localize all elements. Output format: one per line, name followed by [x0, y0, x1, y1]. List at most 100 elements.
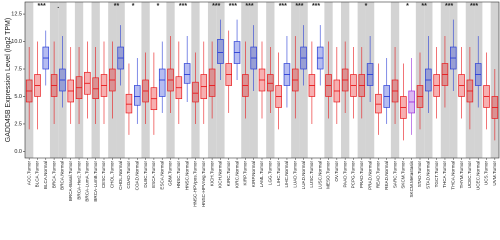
x-tick-label: HNSC-HPVneg.Tumor: [201, 161, 206, 208]
significance: **: [421, 3, 427, 10]
y-tick-label: 12.5: [11, 12, 22, 18]
box: [375, 63, 382, 135]
group-band: [266, 2, 275, 158]
x-tick-label: OV.Tumor: [334, 161, 339, 182]
box: [483, 52, 490, 130]
box: [425, 36, 432, 113]
box: [308, 41, 316, 124]
box: [341, 41, 349, 113]
x-tick-label: DLBC.Tumor: [143, 161, 148, 188]
x-tick-label: THCA.Normal: [450, 161, 455, 190]
group-band: [91, 2, 100, 158]
significance: .: [57, 3, 59, 10]
x-tick-label: LGG.Tumor: [268, 161, 273, 186]
box: [250, 25, 257, 91]
x-tick-label: BRCA-Her2.Tumor: [76, 161, 81, 200]
box: [225, 30, 232, 113]
x-tick-label: KICH.Normal: [218, 161, 223, 188]
x-tick-label: PAAD.Tumor: [342, 161, 347, 188]
x-tick-label: CHOL.Normal: [118, 161, 123, 190]
group-band: [474, 2, 483, 158]
box-body: [134, 85, 141, 106]
box: [50, 41, 58, 124]
box-body: [208, 68, 216, 97]
box: [333, 47, 341, 124]
x-tick-label: BLCA.Tumor: [35, 161, 40, 188]
x-tick-label: PRAD.Normal: [367, 161, 372, 190]
significance: *: [365, 3, 368, 10]
box: [150, 52, 158, 135]
significance: ***: [245, 3, 253, 10]
box: [316, 25, 324, 86]
x-tick-label: LUSC.Normal: [317, 161, 322, 189]
box: [466, 47, 474, 130]
box: [25, 47, 33, 130]
x-tick-label: KIRC.Normal: [234, 161, 239, 188]
box: [75, 47, 83, 124]
box: [242, 41, 249, 119]
significance: ***: [212, 3, 220, 10]
box: [125, 63, 133, 135]
box-body: [183, 63, 191, 84]
x-tick-label: BRCA.Tumor: [51, 161, 56, 189]
box: [100, 41, 108, 124]
box: [267, 47, 274, 113]
group-band: [207, 2, 217, 158]
x-tick-label: UCEC.Normal: [475, 161, 480, 190]
box-body: [92, 77, 99, 100]
box: [358, 47, 366, 119]
box: [391, 47, 399, 124]
box: [441, 36, 449, 108]
box: [192, 52, 199, 124]
x-tick-label: LIHC.Tumor: [276, 161, 281, 186]
chart: GADD45B Expression Level (log2 TPM) 0.0 2…: [5, 1, 500, 208]
x-tick-label: UVM.Tumor: [492, 161, 497, 186]
x-tick-label: KICH.Tumor: [209, 161, 214, 187]
box: [458, 47, 465, 119]
box: [42, 30, 50, 86]
box: [117, 25, 124, 86]
group-band: [49, 2, 59, 158]
y-tick-label: 7.5: [14, 66, 22, 72]
significance: *: [157, 3, 160, 10]
box: [142, 52, 149, 124]
box: [84, 41, 91, 119]
x-tick-label: STAD.Normal: [426, 161, 431, 189]
box: [109, 41, 116, 119]
box-body: [158, 68, 166, 97]
box: [59, 36, 66, 108]
x-tick-label: SARC.Tumor: [392, 161, 397, 189]
box: [200, 41, 208, 124]
significance: ***: [38, 3, 46, 10]
x-tick-label: READ.Tumor: [376, 161, 381, 189]
box: [233, 19, 241, 80]
box: [275, 52, 282, 130]
x-tick-label: BLCA.Normal: [43, 161, 48, 189]
x-tick-label: HNSC-HPVpos.Tumor: [193, 161, 198, 207]
box: [175, 41, 183, 124]
significance: ***: [295, 3, 303, 10]
significance: ***: [179, 3, 187, 10]
x-tick-label: BRCA.Normal: [60, 161, 65, 190]
box: [491, 69, 499, 141]
x-tick-label: HNSC.Tumor: [176, 161, 181, 189]
x-tick-label: PRAD.Tumor: [359, 161, 364, 189]
x-tick-label: UCEC.Tumor: [467, 161, 472, 189]
x-tick-label: ESCA.Normal: [159, 161, 164, 190]
box-body: [375, 93, 382, 114]
box-body: [217, 39, 224, 64]
box: [208, 41, 216, 119]
group-band: [357, 2, 366, 158]
significance: *: [132, 3, 135, 10]
x-tick-label: STAD.Tumor: [417, 161, 422, 188]
x-tick-label: MESO.Tumor: [326, 161, 331, 189]
group-band: [324, 2, 333, 158]
y-tick-label: 10.0: [11, 39, 22, 45]
box: [67, 47, 74, 124]
x-tick-label: CHOL.Tumor: [110, 161, 115, 189]
x-tick-label: SKCM.Metastasis: [409, 160, 414, 197]
y-tick-label: 5.0: [14, 94, 22, 100]
significance: ***: [312, 3, 320, 10]
box: [183, 36, 191, 102]
box: [433, 47, 440, 119]
